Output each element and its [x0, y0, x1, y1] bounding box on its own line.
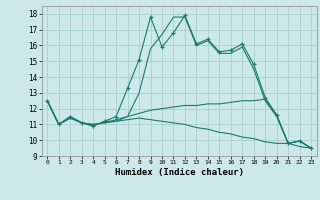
X-axis label: Humidex (Indice chaleur): Humidex (Indice chaleur): [115, 168, 244, 177]
